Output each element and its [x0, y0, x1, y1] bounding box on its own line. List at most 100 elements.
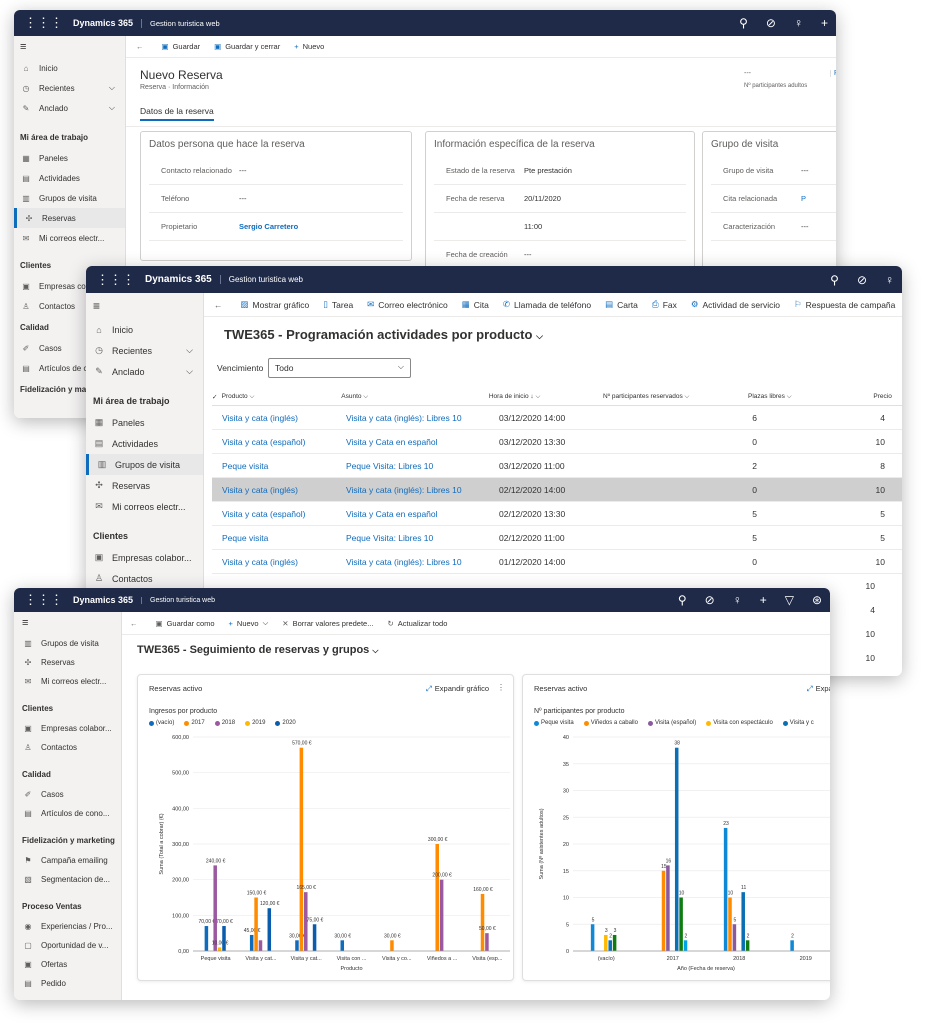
table-cell[interactable]: Visita y cata (inglés) — [222, 484, 298, 495]
sidebar-item-segmentacion-de[interactable]: ▧ Segmentacion de... — [14, 870, 121, 889]
bar[interactable] — [254, 897, 258, 952]
back-button[interactable]: ← — [214, 299, 223, 310]
sidebar-item-paneles[interactable]: ▦ Paneles — [14, 148, 125, 168]
bar[interactable] — [590, 924, 595, 951]
new-button[interactable]: + Nuevo — [294, 42, 325, 51]
bar[interactable] — [683, 940, 688, 951]
table-cell[interactable]: Visita y Cata en español — [346, 436, 438, 447]
form-field[interactable]: Grupo de visita --- — [711, 157, 836, 185]
sidebar-item-grupos-de-visita[interactable]: ▥ Grupos de visita — [14, 188, 125, 208]
sidebar-item-mi-correos-electr[interactable]: ✉ Mi correos electr... — [14, 672, 121, 691]
sidebar-item-campaña-emailing[interactable]: ⚑ Campaña emailing — [14, 851, 121, 870]
bar[interactable] — [258, 940, 263, 951]
filter-icon[interactable]: ▽ — [784, 593, 794, 607]
sidebar-item-grupos-de-visita[interactable]: ▥ Grupos de visita — [14, 634, 121, 653]
brand-name[interactable]: Dynamics 365 — [73, 18, 134, 28]
table-cell[interactable]: Visita y cata (inglés): Libres 10 — [346, 556, 462, 567]
legend-item[interactable]: Visita (español) — [647, 720, 701, 726]
bar[interactable] — [612, 934, 617, 951]
table-cell[interactable]: Visita y cata (inglés) — [222, 556, 298, 567]
search-icon[interactable]: ⚲ — [739, 16, 748, 30]
sidebar-item-inicio[interactable]: ⌂ Inicio — [86, 319, 203, 340]
app-launcher-icon[interactable]: ⋮⋮⋮ — [24, 592, 63, 607]
table-cell[interactable]: Visita y cata (inglés): Libres 10 — [346, 484, 462, 495]
bar[interactable] — [674, 747, 679, 951]
form-field[interactable]: Propietario Sergio Carretero — [149, 213, 403, 241]
vencimiento-select[interactable]: Todo ⌵ — [268, 358, 411, 378]
plus-icon[interactable]: + — [759, 593, 767, 607]
field-value[interactable]: P — [801, 194, 807, 203]
dashboard-title[interactable]: TWE365 - Seguimiento de reservas y grupo… — [137, 644, 378, 656]
table-cell[interactable]: Visita y cata (español) — [222, 436, 306, 447]
back-button[interactable]: ← — [136, 42, 144, 51]
refresh-all-button[interactable]: ↻ Actualizar todo — [387, 618, 448, 628]
view-title[interactable]: TWE365 - Programación actividades por pr… — [224, 327, 543, 342]
sidebar-item-paneles[interactable]: ▦ Paneles — [86, 412, 203, 433]
table-cell[interactable]: Visita y cata (inglés): Libres 10 — [346, 412, 462, 423]
form-field[interactable]: Teléfono --- — [149, 185, 403, 213]
sidebar-item-ofertas[interactable]: ▣ Ofertas — [14, 955, 121, 974]
hamburger-menu-icon[interactable]: ≡ — [20, 41, 27, 53]
legend-item[interactable]: 2017 — [184, 720, 209, 726]
sidebar-item-pedido[interactable]: ▤ Pedido — [14, 974, 121, 993]
sidebar-item-reservas[interactable]: ✣ Reservas — [14, 208, 125, 228]
bar[interactable] — [723, 827, 728, 951]
sidebar-item-empresas-colabor[interactable]: ▣ Empresas colabor... — [14, 719, 121, 738]
form-field[interactable]: Fecha de reserva 20/11/2020 — [434, 185, 686, 213]
field-value[interactable]: --- — [239, 194, 247, 203]
sidebar-item-actividades[interactable]: ▤ Actividades — [14, 168, 125, 188]
lightbulb-icon[interactable]: ♀ — [885, 272, 894, 287]
toolbar-button-chart[interactable]: ▨ Mostrar gráfico — [241, 299, 310, 310]
bar[interactable] — [608, 940, 612, 951]
app-launcher-icon[interactable]: ⋮⋮⋮ — [24, 15, 63, 30]
bar[interactable] — [217, 947, 222, 951]
sidebar-item-empresas-colabor[interactable]: ▣ Empresas colabor... — [86, 547, 203, 568]
sidebar-item-inicio[interactable]: ⌂ Inicio — [14, 58, 125, 78]
sidebar-item-mi-correos-electr[interactable]: ✉ Mi correos electr... — [86, 496, 203, 517]
bar[interactable] — [295, 940, 299, 951]
sidebar-item-artículos-de-c[interactable]: ▤ Artículos de c — [14, 358, 125, 378]
legend-item[interactable]: Peque visita — [534, 720, 579, 726]
field-value[interactable]: 11:00 — [524, 222, 543, 231]
field-value[interactable]: --- — [801, 222, 809, 231]
table-cell[interactable]: Peque Visita: Libres 10 — [346, 532, 434, 543]
sidebar-item-anclado[interactable]: ✎ Anclado ⌵ — [14, 98, 125, 118]
sidebar-item-grupos-de-visita[interactable]: ▥ Grupos de visita — [86, 454, 203, 475]
toolbar-button-task[interactable]: ▯ Tarea — [323, 299, 353, 310]
toolbar-button-service-activity[interactable]: ⚙ Actividad de servicio — [691, 299, 780, 310]
legend-item[interactable]: (vacío) — [149, 720, 179, 726]
bar[interactable] — [604, 934, 608, 951]
sidebar-item-contactos[interactable]: ♙ Contactos — [86, 568, 203, 589]
table-cell[interactable]: Peque visita — [222, 532, 269, 543]
table-row[interactable]: Peque visita Peque Visita: Libres 10 03/12… — [212, 454, 902, 478]
legend-item[interactable]: 2019 — [245, 720, 270, 726]
lightbulb-icon[interactable]: ♀ — [732, 593, 742, 607]
bar[interactable] — [666, 865, 670, 951]
bar[interactable] — [790, 940, 794, 951]
tab-datos-reserva[interactable]: Datos de la reserva — [140, 106, 214, 121]
form-field[interactable]: Caracterización --- — [711, 213, 836, 241]
sidebar-item-actividades[interactable]: ▤ Actividades — [86, 433, 203, 454]
bar[interactable] — [390, 940, 394, 951]
app-name[interactable]: Gestion turistica web — [141, 596, 215, 604]
sidebar-item-artículos-de-cono[interactable]: ▤ Artículos de cono... — [14, 804, 121, 823]
search-icon[interactable]: ⚲ — [830, 272, 839, 287]
hamburger-menu-icon[interactable]: ≡ — [22, 617, 29, 629]
sidebar-item-empresas-col[interactable]: ▣ Empresas col — [14, 276, 125, 296]
column-header[interactable]: Plazas libres ⌵ — [738, 393, 873, 401]
table-cell[interactable]: Visita y cata (inglés) — [222, 412, 298, 423]
sidebar-item-casos[interactable]: ✐ Casos — [14, 338, 125, 358]
toolbar-button-phone[interactable]: ✆ Llamada de teléfono — [503, 299, 591, 310]
legend-item[interactable]: 2018 — [214, 720, 240, 726]
task-check-icon[interactable]: ⊘ — [856, 272, 867, 287]
column-header[interactable]: Nº participantes reservados ⌵ — [593, 393, 738, 401]
sidebar-item-casos[interactable]: ✐ Casos — [14, 785, 121, 804]
column-header[interactable]: Precio — [873, 393, 902, 400]
back-button[interactable]: ← — [130, 618, 138, 628]
form-field[interactable]: Cita relacionada P — [711, 185, 836, 213]
field-value[interactable]: --- — [524, 250, 532, 259]
bar[interactable] — [340, 940, 345, 951]
bar[interactable] — [728, 897, 732, 952]
bar[interactable] — [485, 933, 489, 951]
toolbar-button-email[interactable]: ✉ Correo electrónico — [367, 299, 448, 310]
